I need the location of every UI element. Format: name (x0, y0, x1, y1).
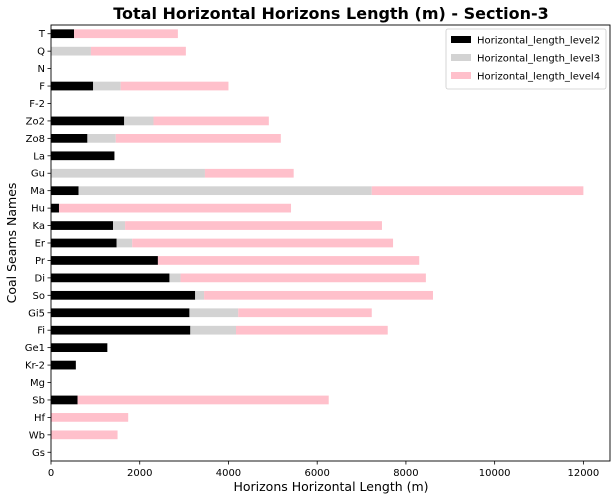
y-tick-label: Sb (32, 395, 45, 406)
x-axis-title: Horizons Horizontal Length (m) (233, 479, 428, 494)
bar-gu-series-3 (204, 168, 294, 178)
bar-t-series-3 (74, 29, 178, 39)
y-tick-label: Ka (32, 221, 45, 232)
y-tick-label: Ma (30, 186, 45, 197)
bar-er-series-1 (51, 238, 117, 248)
bar-so-series-2 (195, 290, 205, 300)
legend: Horizontal_length_level2 Horizontal_lengt… (445, 28, 607, 90)
bar-di-series-3 (180, 273, 426, 283)
bar-q-series-3 (90, 46, 186, 56)
bar-ma-series-2 (78, 186, 372, 196)
bar-zo2-series-1 (51, 116, 125, 126)
bar-ma-series-1 (51, 186, 79, 196)
y-tick-label: La (33, 151, 45, 162)
bar-kr-2-series-1 (51, 360, 76, 370)
bar-pr-series-3 (157, 256, 420, 265)
x-tick-label: 12000 (567, 468, 599, 479)
bar-gi5-series-2 (189, 308, 239, 318)
bar-ka-series-2 (113, 221, 126, 230)
bar-wb-series-3 (51, 430, 118, 440)
y-tick-label: Zo8 (26, 134, 45, 145)
y-tick-label: So (33, 291, 45, 302)
bar-so-series-1 (51, 290, 196, 300)
x-tick-label: 2000 (127, 468, 152, 479)
legend-label: Horizontal_length_level3 (477, 54, 600, 65)
bar-fi-series-1 (51, 325, 191, 335)
bar-di-series-1 (51, 273, 170, 283)
y-tick-label: Gi5 (28, 308, 45, 319)
y-tick-label: Gs (32, 448, 45, 459)
bar-gi5-series-1 (51, 308, 190, 318)
x-tick-label: 0 (48, 468, 54, 479)
bar-zo2-series-2 (124, 116, 154, 126)
y-tick-label: Ge1 (25, 343, 45, 354)
y-tick-label: N (38, 64, 45, 75)
y-tick-label: Kr-2 (25, 361, 45, 372)
bar-f-series-1 (51, 81, 94, 91)
bar-sb-series-1 (51, 395, 78, 405)
legend-swatch (451, 36, 471, 43)
bar-er-series-3 (132, 238, 394, 248)
bar-zo2-series-3 (153, 116, 269, 126)
bar-gu-series-2 (51, 168, 205, 178)
bar-q-series-2 (51, 46, 91, 56)
bar-t-series-1 (51, 29, 75, 39)
bar-sb-series-3 (77, 395, 329, 405)
bar-di-series-2 (169, 273, 181, 283)
chart-title: Total Horizontal Horizons Length (m) - S… (113, 4, 549, 23)
y-tick-label: Di (35, 273, 45, 284)
bar-fi-series-3 (236, 325, 388, 335)
y-tick-label: F-2 (29, 99, 45, 110)
bar-gi5-series-3 (238, 308, 372, 318)
bar-ge1-series-1 (51, 343, 108, 352)
legend-swatch (451, 54, 471, 61)
y-tick-label: Mg (30, 378, 45, 389)
bar-pr-series-1 (51, 256, 158, 265)
bar-fi-series-2 (190, 325, 237, 335)
legend-box (445, 28, 607, 90)
x-tick-label: 8000 (393, 468, 418, 479)
y-tick-label: Fi (37, 326, 45, 337)
bar-ka-series-3 (125, 221, 382, 230)
bar-hu-series-1 (51, 203, 59, 213)
bar-f-series-2 (93, 81, 121, 91)
bar-hu-series-3 (58, 203, 292, 213)
bar-ka-series-1 (51, 221, 114, 230)
bar-zo8-series-1 (51, 134, 88, 143)
bar-zo8-series-2 (87, 134, 116, 143)
y-tick-label: Pr (35, 256, 46, 267)
bar-er-series-2 (116, 238, 133, 248)
y-tick-label: Gu (31, 169, 45, 180)
bar-zo8-series-3 (115, 134, 281, 143)
y-tick-label: Zo2 (26, 116, 45, 127)
y-tick-label: Hf (34, 413, 46, 424)
x-axis-ticks: 0 2000 4000 6000 8000 10000 12000 (48, 461, 599, 479)
x-tick-label: 6000 (304, 468, 329, 479)
bar-hf-series-3 (51, 413, 129, 422)
x-tick-label: 10000 (479, 468, 511, 479)
legend-label: Horizontal_length_level2 (477, 36, 600, 47)
y-tick-label: Er (35, 239, 46, 250)
y-tick-label: Wb (29, 430, 45, 441)
y-tick-label: T (38, 29, 46, 40)
legend-swatch (451, 72, 471, 79)
bar-so-series-3 (204, 290, 433, 300)
y-tick-label: Q (37, 47, 45, 58)
bar-f-series-3 (120, 81, 229, 91)
y-axis-title: Coal Seams Names (4, 183, 19, 304)
legend-label: Horizontal_length_level4 (477, 72, 600, 83)
bar-ma-series-3 (371, 186, 584, 196)
bar-la-series-1 (51, 151, 115, 161)
bars-group (51, 29, 584, 440)
y-tick-label: Hu (31, 204, 45, 215)
x-tick-label: 4000 (216, 468, 241, 479)
y-tick-label: F (39, 82, 45, 93)
